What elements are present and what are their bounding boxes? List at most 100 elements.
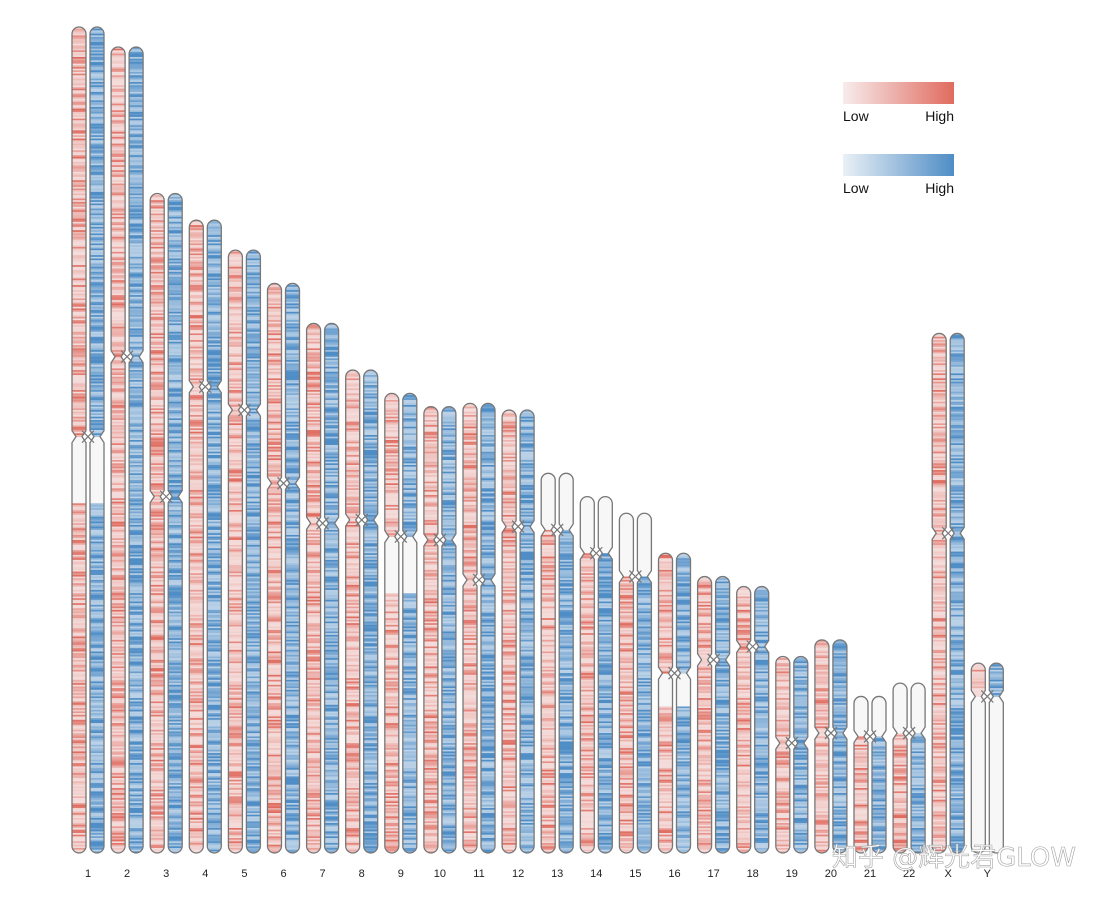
density-bin (228, 606, 243, 609)
density-bin (150, 541, 165, 544)
density-bin (90, 433, 104, 436)
density-bin (246, 408, 261, 411)
density-bin (168, 486, 183, 489)
density-bin (285, 288, 300, 291)
density-bin (228, 318, 243, 321)
density-bin (285, 773, 300, 776)
density-bin (150, 549, 165, 552)
density-bin (207, 828, 222, 831)
density-bin (150, 275, 165, 278)
density-bin (228, 325, 243, 328)
density-bin (90, 215, 104, 218)
density-bin (189, 456, 204, 459)
density-bin (228, 250, 243, 253)
density-bin (90, 586, 104, 589)
density-bin (150, 248, 165, 251)
density-bin (246, 328, 261, 331)
density-bin (150, 604, 165, 607)
density-bin (246, 694, 261, 697)
density-bin (111, 838, 126, 841)
density-bin (129, 376, 144, 379)
density-bin (285, 295, 300, 298)
density-bin (207, 644, 222, 647)
density-bin (306, 328, 321, 331)
density-bin (168, 420, 183, 423)
density-bin (90, 41, 104, 45)
density-bin (72, 529, 86, 532)
density-bin (207, 471, 222, 474)
density-bin (150, 663, 165, 666)
density-bin (72, 651, 86, 654)
density-bin (207, 328, 222, 331)
density-bin (246, 521, 261, 524)
density-bin (111, 711, 126, 714)
density-bin (129, 656, 144, 659)
density-bin (111, 145, 126, 148)
density-bin (228, 724, 243, 727)
density-bin (168, 774, 183, 777)
density-bin (72, 401, 86, 404)
density-bin (72, 56, 86, 60)
density-bin (129, 170, 144, 173)
density-bin (246, 834, 261, 837)
density-bin (168, 721, 183, 724)
density-bin (90, 240, 104, 243)
density-bin (285, 403, 300, 406)
density-bin (129, 171, 144, 174)
chromosome-outline (149, 192, 165, 854)
density-bin (129, 821, 144, 824)
density-bin (72, 170, 86, 173)
density-bin (189, 295, 204, 298)
density-bin (111, 528, 126, 531)
density-bin (129, 328, 144, 331)
density-bin (189, 493, 204, 496)
density-bin (150, 839, 165, 842)
density-bin (72, 673, 86, 676)
density-bin (168, 416, 183, 419)
density-bin (246, 375, 261, 378)
density-bin (90, 736, 104, 739)
density-bin (90, 341, 104, 344)
density-bin (207, 749, 222, 752)
density-bin (111, 251, 126, 254)
density-bin (228, 518, 243, 521)
density-bin (72, 365, 86, 368)
density-bin (228, 748, 243, 751)
density-bin (228, 579, 243, 582)
density-bin (207, 458, 222, 461)
density-bin (111, 333, 126, 336)
density-bin (111, 283, 126, 286)
density-bin (207, 831, 222, 834)
density-bin (267, 644, 282, 647)
density-bin (90, 371, 104, 374)
density-bin (90, 709, 104, 712)
density-bin (285, 598, 300, 601)
density-bin (207, 758, 222, 761)
density-bin (72, 671, 86, 674)
density-bin (207, 323, 222, 326)
density-bin (207, 636, 222, 639)
density-bin (111, 816, 126, 819)
density-bin (129, 135, 144, 138)
density-bin (111, 171, 126, 174)
density-bin (129, 721, 144, 724)
density-bin (306, 421, 321, 424)
density-bin (267, 305, 282, 308)
density-bin (150, 483, 165, 486)
density-bin (189, 476, 204, 479)
density-bin (150, 811, 165, 814)
density-bin (228, 271, 243, 274)
density-bin (150, 451, 165, 454)
density-bin (228, 728, 243, 731)
density-bin (246, 691, 261, 694)
density-bin (207, 723, 222, 726)
density-bin (111, 534, 126, 537)
density-bin (150, 405, 165, 408)
density-bin (285, 471, 300, 474)
density-bin (246, 493, 261, 496)
density-bin (285, 368, 300, 371)
density-bin (111, 661, 126, 664)
density-bin (90, 340, 104, 343)
density-bin (189, 689, 204, 692)
density-bin (72, 278, 86, 281)
